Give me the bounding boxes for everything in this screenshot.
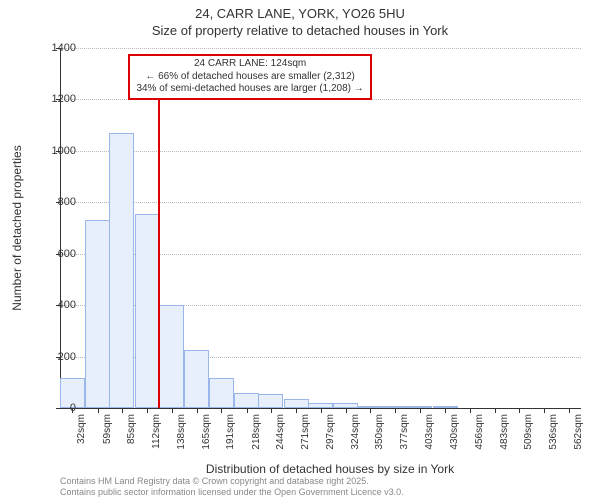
x-tick-label: 377sqm xyxy=(399,414,410,454)
y-axis-label: Number of detached properties xyxy=(10,145,24,310)
y-tick-label: 1200 xyxy=(44,93,76,105)
annotation-box: 24 CARR LANE: 124sqm← 66% of detached ho… xyxy=(128,54,371,100)
histogram-bar xyxy=(234,393,259,408)
x-tick-mark xyxy=(147,408,148,413)
y-tick-label: 0 xyxy=(44,402,76,414)
grid-line xyxy=(61,48,581,49)
grid-line xyxy=(61,151,581,152)
annotation-line: 34% of semi-detached houses are larger (… xyxy=(136,83,363,96)
y-tick-label: 200 xyxy=(44,351,76,363)
y-tick-label: 1000 xyxy=(44,145,76,157)
x-tick-mark xyxy=(544,408,545,413)
x-tick-mark xyxy=(420,408,421,413)
x-tick-mark xyxy=(271,408,272,413)
footer-line-2: Contains public sector information licen… xyxy=(60,487,404,498)
chart-container: 24, CARR LANE, YORK, YO26 5HU Size of pr… xyxy=(0,0,600,500)
x-tick-label: 430sqm xyxy=(449,414,460,454)
histogram-bar xyxy=(159,305,184,408)
x-tick-label: 271sqm xyxy=(300,414,311,454)
x-tick-mark xyxy=(98,408,99,413)
x-tick-label: 244sqm xyxy=(275,414,286,454)
y-tick-label: 400 xyxy=(44,299,76,311)
x-tick-label: 483sqm xyxy=(499,414,510,454)
x-tick-mark xyxy=(495,408,496,413)
x-tick-label: 191sqm xyxy=(225,414,236,454)
x-tick-label: 536sqm xyxy=(548,414,559,454)
x-tick-label: 509sqm xyxy=(523,414,534,454)
x-tick-label: 403sqm xyxy=(424,414,435,454)
title-line-2: Size of property relative to detached ho… xyxy=(0,23,600,40)
x-tick-mark xyxy=(395,408,396,413)
x-tick-label: 562sqm xyxy=(573,414,584,454)
x-tick-mark xyxy=(321,408,322,413)
x-tick-mark xyxy=(569,408,570,413)
x-tick-label: 59sqm xyxy=(102,414,113,454)
x-tick-label: 32sqm xyxy=(76,414,87,454)
x-tick-label: 138sqm xyxy=(176,414,187,454)
chart-title-block: 24, CARR LANE, YORK, YO26 5HU Size of pr… xyxy=(0,0,600,40)
histogram-bar xyxy=(109,133,134,408)
footer: Contains HM Land Registry data © Crown c… xyxy=(60,476,404,498)
annotation-line: ← 66% of detached houses are smaller (2,… xyxy=(136,71,363,84)
x-axis-label: Distribution of detached houses by size … xyxy=(30,462,600,476)
y-tick-label: 1400 xyxy=(44,42,76,54)
y-tick-label: 600 xyxy=(44,248,76,260)
x-tick-mark xyxy=(346,408,347,413)
plot-area: 32sqm59sqm85sqm112sqm138sqm165sqm191sqm2… xyxy=(60,48,581,409)
grid-line xyxy=(61,202,581,203)
x-tick-mark xyxy=(122,408,123,413)
x-tick-label: 350sqm xyxy=(374,414,385,454)
histogram-bar xyxy=(135,214,160,408)
histogram-bar xyxy=(85,220,110,408)
histogram-bar xyxy=(209,378,234,408)
x-tick-label: 165sqm xyxy=(201,414,212,454)
histogram-bar xyxy=(184,350,209,408)
marker-line xyxy=(158,100,160,408)
x-tick-label: 218sqm xyxy=(251,414,262,454)
x-tick-mark xyxy=(519,408,520,413)
x-tick-label: 456sqm xyxy=(474,414,485,454)
histogram-bar xyxy=(258,394,283,408)
x-tick-mark xyxy=(172,408,173,413)
x-tick-mark xyxy=(221,408,222,413)
grid-line xyxy=(61,99,581,100)
x-tick-mark xyxy=(370,408,371,413)
x-tick-mark xyxy=(445,408,446,413)
x-tick-mark xyxy=(296,408,297,413)
x-tick-mark xyxy=(470,408,471,413)
x-tick-label: 297sqm xyxy=(325,414,336,454)
y-tick-label: 800 xyxy=(44,196,76,208)
x-tick-label: 85sqm xyxy=(126,414,137,454)
annotation-line: 24 CARR LANE: 124sqm xyxy=(136,58,363,71)
x-tick-mark xyxy=(247,408,248,413)
histogram-bar xyxy=(284,399,309,408)
footer-line-1: Contains HM Land Registry data © Crown c… xyxy=(60,476,404,487)
title-line-1: 24, CARR LANE, YORK, YO26 5HU xyxy=(0,6,600,23)
x-tick-label: 112sqm xyxy=(151,414,162,454)
x-tick-mark xyxy=(197,408,198,413)
x-tick-label: 324sqm xyxy=(350,414,361,454)
